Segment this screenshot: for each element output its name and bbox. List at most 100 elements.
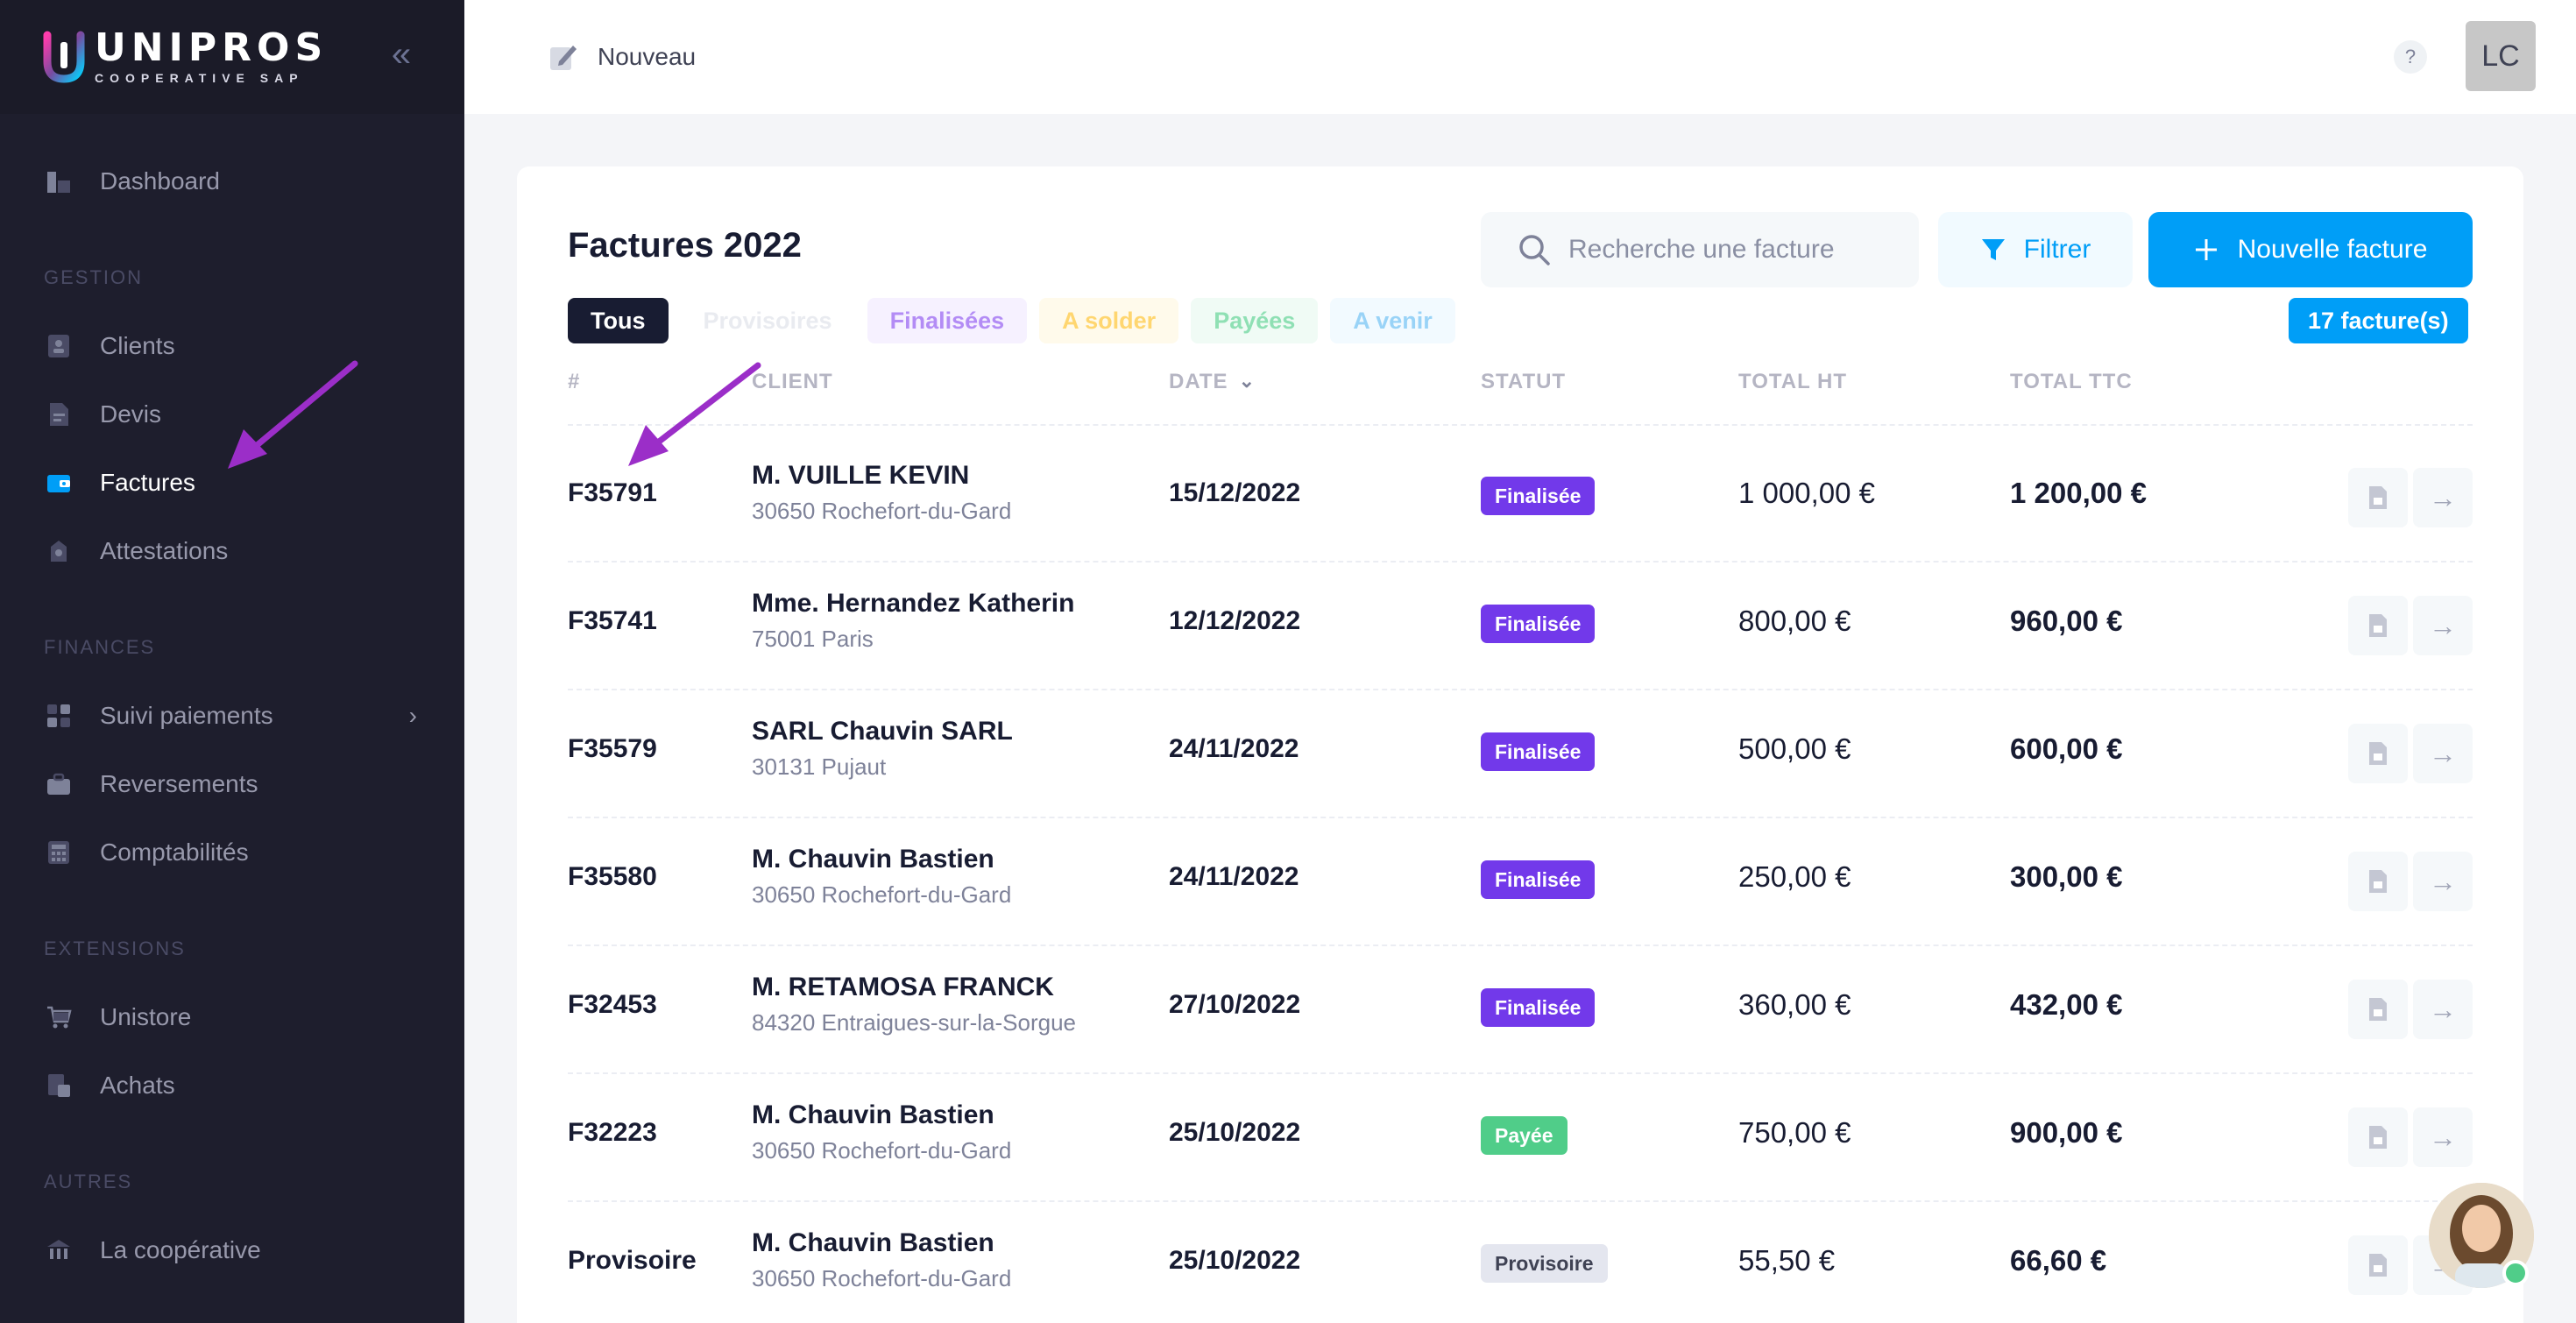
sidebar-nav: Dashboard GESTION Clients Devis Factures [0, 114, 464, 1284]
client-city: 30131 Pujaut [752, 753, 887, 780]
client-name[interactable]: M. Chauvin Bastien [752, 1228, 994, 1257]
sidebar-item-clients[interactable]: Clients [0, 312, 464, 380]
open-invoice-button[interactable]: → [2413, 980, 2473, 1039]
invoice-number[interactable]: F35791 [568, 478, 657, 507]
filter-button[interactable]: Filtrer [1938, 212, 2133, 287]
download-pdf-button[interactable] [2348, 1107, 2408, 1167]
client-cell: SARL Chauvin SARL 30131 Pujaut [752, 717, 1013, 781]
download-pdf-button[interactable] [2348, 468, 2408, 527]
section-title-autres: AUTRES [44, 1171, 133, 1192]
sidebar-item-dashboard[interactable]: Dashboard [0, 147, 464, 216]
client-name[interactable]: M. VUILLE KEVIN [752, 461, 970, 490]
tab-finalisees[interactable]: Finalisées [867, 298, 1028, 343]
table-row[interactable]: F32453 M. RETAMOSA FRANCK 84320 Entraigu… [568, 946, 2473, 1074]
tab-provisoires[interactable]: Provisoires [680, 298, 855, 343]
section-title-extensions: EXTENSIONS [44, 937, 186, 959]
client-city: 84320 Entraigues-sur-la-Sorgue [752, 1009, 1076, 1036]
download-pdf-button[interactable] [2348, 852, 2408, 911]
edit-icon [550, 46, 577, 70]
client-city: 75001 Paris [752, 626, 874, 652]
sidebar-item-achats[interactable]: Achats [0, 1051, 464, 1120]
client-cell: Mme. Hernandez Katherin 75001 Paris [752, 589, 1074, 653]
contacts-icon [44, 331, 74, 361]
sidebar-item-label: Unistore [100, 1003, 192, 1030]
download-pdf-button[interactable] [2348, 596, 2408, 655]
nouveau-button[interactable]: Nouveau [548, 42, 696, 72]
tab-payees[interactable]: Payées [1191, 298, 1319, 343]
invoice-number[interactable]: F32223 [568, 1118, 657, 1147]
open-invoice-button[interactable]: → [2413, 852, 2473, 911]
table-row[interactable]: Provisoire M. Chauvin Bastien 30650 Roch… [568, 1202, 2473, 1323]
invoice-date: 25/10/2022 [1169, 1118, 1301, 1147]
sidebar-item-suivi-paiements[interactable]: Suivi paiements › [0, 682, 464, 750]
file-icon [2369, 998, 2387, 1021]
client-name[interactable]: M. RETAMOSA FRANCK [752, 973, 1054, 1001]
client-cell: M. VUILLE KEVIN 30650 Rochefort-du-Gard [752, 461, 1011, 525]
column-header-date[interactable]: DATE ⌄ [1169, 370, 1256, 394]
file-icon [2369, 1126, 2387, 1149]
column-header-total-ht[interactable]: TOTAL HT [1738, 370, 1847, 393]
invoice-number[interactable]: F35579 [568, 734, 657, 763]
total-ttc: 1 200,00 € [2010, 477, 2147, 509]
sidebar-item-la-cooperative[interactable]: La coopérative [0, 1216, 464, 1284]
sidebar-item-reversements[interactable]: Reversements [0, 750, 464, 818]
invoice-number[interactable]: Provisoire [568, 1246, 697, 1275]
download-pdf-button[interactable] [2348, 1235, 2408, 1295]
status-cell: Finalisée [1481, 605, 1596, 643]
download-pdf-button[interactable] [2348, 980, 2408, 1039]
client-name[interactable]: SARL Chauvin SARL [752, 717, 1013, 746]
invoice-number[interactable]: F35741 [568, 606, 657, 635]
collapse-sidebar-icon[interactable]: « [391, 35, 412, 74]
invoice-number[interactable]: F35580 [568, 862, 657, 891]
section-title-gestion: GESTION [44, 266, 144, 288]
status-cell: Finalisée [1481, 860, 1596, 899]
table-row[interactable]: F35579 SARL Chauvin SARL 30131 Pujaut 24… [568, 690, 2473, 818]
tab-a-solder[interactable]: A solder [1039, 298, 1179, 343]
user-avatar[interactable]: LC [2466, 21, 2536, 91]
unipros-logo[interactable]: UNIPROS COOPERATIVE SAP [42, 29, 328, 85]
sidebar-item-comptabilites[interactable]: Comptabilités [0, 818, 464, 887]
table-row[interactable]: F35741 Mme. Hernandez Katherin 75001 Par… [568, 562, 2473, 690]
tab-a-venir[interactable]: A venir [1330, 298, 1455, 343]
open-invoice-button[interactable]: → [2413, 596, 2473, 655]
invoices-card: Factures 2022 Filtrer Nouvelle facture T… [517, 166, 2523, 1323]
open-invoice-button[interactable]: → [2413, 724, 2473, 783]
certificate-icon [44, 536, 74, 566]
bank-icon [44, 1235, 74, 1265]
total-ttc: 960,00 € [2010, 605, 2123, 637]
new-invoice-button[interactable]: Nouvelle facture [2148, 212, 2473, 287]
table-row[interactable]: F35791 M. VUILLE KEVIN 30650 Rochefort-d… [568, 435, 2473, 562]
column-header-total-ttc[interactable]: TOTAL TTC [2010, 370, 2133, 393]
client-name[interactable]: M. Chauvin Bastien [752, 1100, 994, 1129]
total-ttc: 66,60 € [2010, 1244, 2107, 1277]
section-title-finances: FINANCES [44, 636, 156, 658]
client-name[interactable]: M. Chauvin Bastien [752, 845, 994, 874]
table-row[interactable]: F35580 M. Chauvin Bastien 30650 Rochefor… [568, 818, 2473, 946]
help-icon[interactable]: ? [2394, 40, 2427, 74]
search-input[interactable] [1568, 235, 1919, 265]
column-header-status[interactable]: STATUT [1481, 370, 1567, 393]
client-city: 30650 Rochefort-du-Gard [752, 1265, 1012, 1291]
arrow-right-icon: → [2429, 737, 2457, 769]
sidebar-item-label: Attestations [100, 537, 229, 564]
total-ht: 360,00 € [1738, 988, 1851, 1021]
column-header-client[interactable]: CLIENT [752, 370, 833, 393]
open-invoice-button[interactable]: → [2413, 468, 2473, 527]
client-name[interactable]: Mme. Hernandez Katherin [752, 589, 1075, 618]
search-box[interactable] [1481, 212, 1919, 287]
sidebar-item-attestations[interactable]: Attestations [0, 517, 464, 585]
client-city: 30650 Rochefort-du-Gard [752, 881, 1012, 908]
client-city: 30650 Rochefort-du-Gard [752, 498, 1012, 524]
table-row[interactable]: F32223 M. Chauvin Bastien 30650 Rochefor… [568, 1074, 2473, 1202]
sidebar-item-unistore[interactable]: Unistore [0, 983, 464, 1051]
tab-tous[interactable]: Tous [568, 298, 669, 343]
logo-mark-icon [43, 31, 85, 83]
invoice-number[interactable]: F32453 [568, 990, 657, 1019]
sidebar-item-factures[interactable]: Factures [0, 449, 464, 517]
support-chat-avatar[interactable] [2429, 1183, 2534, 1288]
chevron-right-icon: › [408, 702, 417, 729]
open-invoice-button[interactable]: → [2413, 1107, 2473, 1167]
filter-icon [1981, 239, 2005, 260]
sidebar-item-devis[interactable]: Devis [0, 380, 464, 449]
download-pdf-button[interactable] [2348, 724, 2408, 783]
